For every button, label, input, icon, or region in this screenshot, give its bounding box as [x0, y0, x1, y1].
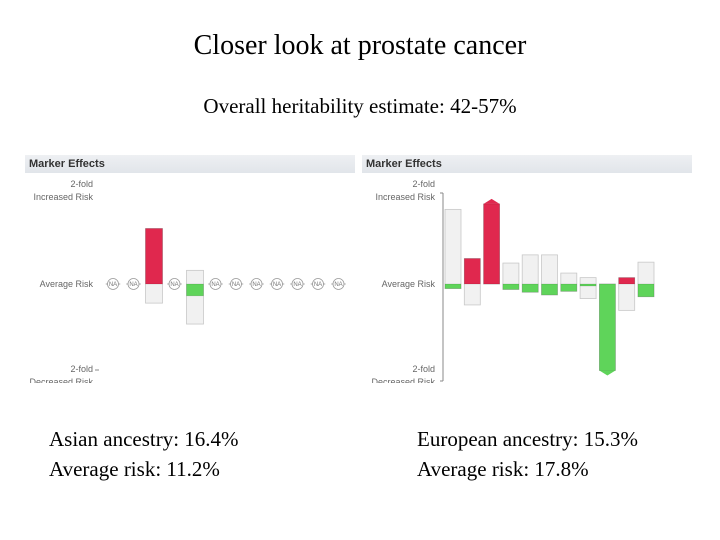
- marker-effect-bar: [541, 283, 558, 296]
- na-marker: [312, 278, 324, 290]
- axis-label-bottom-line2: Decreased Risk: [371, 377, 435, 383]
- axis-label-bottom-line1: 2-fold: [412, 364, 435, 374]
- marker-effects-panel-european: Marker Effects 2-fold Increased Risk Avera…: [362, 155, 692, 383]
- asian-average-risk-text: Average risk: 11.2%: [49, 457, 220, 481]
- na-marker-label: NA: [211, 282, 219, 288]
- marker-effect-arrowhead: [483, 198, 500, 204]
- axis-label-bottom-line1: 2-fold: [70, 364, 93, 374]
- marker-effects-panel-asian: Marker Effects 2-fold Increased Risk Avera…: [25, 155, 355, 383]
- na-marker: [332, 278, 345, 290]
- marker-effect-bar: [599, 283, 616, 371]
- na-marker: [209, 278, 222, 290]
- axis-label-bottom-line2: Decreased Risk: [29, 377, 93, 383]
- axis-label-middle: Average Risk: [382, 279, 436, 289]
- marker-effects-chart-european: 2-fold Increased Risk Average Risk 2-fold De…: [371, 179, 655, 383]
- marker-range-box: [579, 277, 597, 299]
- caption-european: European ancestry: 15.3% Average risk: 1…: [417, 424, 638, 484]
- marker-effect-bar: [186, 283, 204, 297]
- axis-label-top-line2: Increased Risk: [33, 192, 93, 202]
- na-marker: [250, 278, 263, 290]
- marker-effect-bar: [521, 283, 539, 293]
- axis-label-top-line2: Increased Risk: [375, 192, 435, 202]
- axis-label-top-line1: 2-fold: [412, 179, 435, 189]
- na-marker-label: NA: [252, 282, 260, 288]
- axis-label-top-line1: 2-fold: [70, 179, 93, 189]
- na-marker: [168, 278, 181, 290]
- slide-subtitle: Overall heritability estimate: 42-57%: [203, 94, 517, 118]
- marker-effect-bar: [444, 283, 462, 289]
- axis-label-middle: Average Risk: [40, 279, 94, 289]
- na-marker-label: NA: [273, 282, 281, 288]
- marker-effect-bar: [502, 283, 520, 290]
- na-marker-label: NA: [109, 282, 117, 288]
- na-marker-label: NA: [129, 282, 137, 288]
- marker-effect-bar: [145, 228, 163, 285]
- na-marker-label: NA: [232, 282, 240, 288]
- panel-header: Marker Effects: [362, 155, 692, 173]
- marker-effect-bar: [579, 283, 597, 287]
- marker-effect-bar: [483, 203, 500, 285]
- na-marker-label: NA: [334, 282, 342, 288]
- na-marker: [107, 278, 119, 290]
- european-ancestry-text: European ancestry: 15.3%: [417, 427, 639, 451]
- slide-title: Closer look at prostate cancer: [193, 30, 527, 61]
- caption-asian: Asian ancestry: 16.4% Average risk: 11.2…: [49, 424, 239, 484]
- na-marker-label: NA: [170, 282, 178, 288]
- na-marker: [127, 278, 140, 290]
- marker-range-box: [186, 269, 204, 325]
- marker-effect-bar: [464, 258, 481, 285]
- marker-effect-arrowhead: [599, 370, 616, 376]
- marker-effect-bar: [560, 283, 578, 292]
- na-marker: [271, 278, 283, 290]
- panel-header: Marker Effects: [25, 155, 355, 173]
- marker-effect-bar: [637, 283, 655, 298]
- marker-range-box: [444, 208, 462, 289]
- marker-effect-bar: [618, 277, 636, 285]
- marker-effects-chart-asian: 2-fold Increased Risk Average Risk 2-fold De…: [29, 179, 346, 383]
- european-average-risk-text: Average risk: 17.8%: [417, 457, 589, 481]
- na-marker: [230, 278, 242, 290]
- na-marker-label: NA: [314, 282, 322, 288]
- asian-ancestry-text: Asian ancestry: 16.4%: [49, 427, 239, 451]
- na-marker: [291, 278, 304, 290]
- na-marker-label: NA: [293, 282, 301, 288]
